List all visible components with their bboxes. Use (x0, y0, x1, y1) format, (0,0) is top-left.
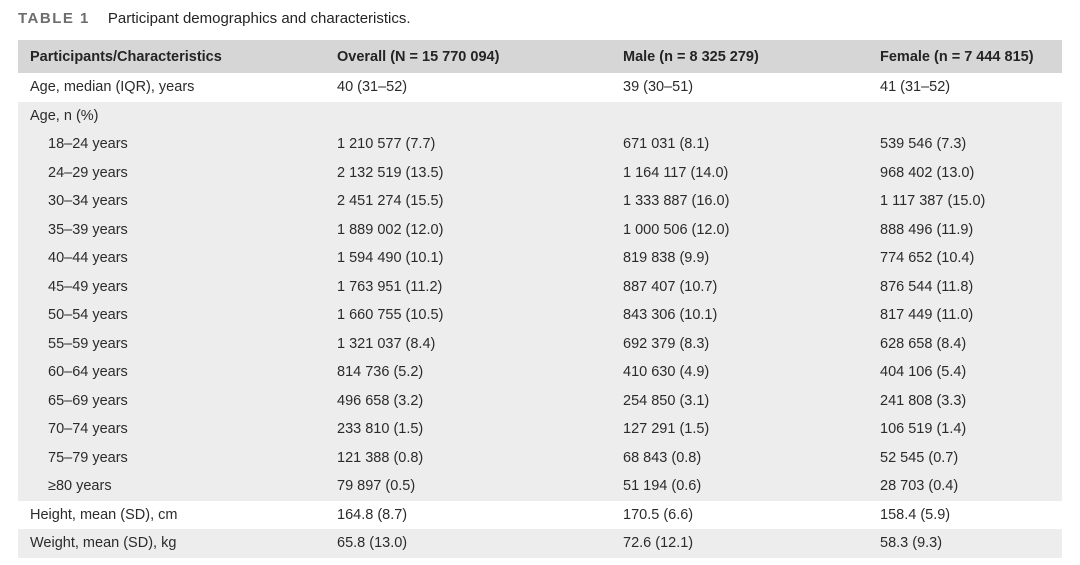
cell-value: 404 106 (5.4) (880, 364, 967, 381)
demographics-table: Participants/Characteristics Overall (N … (18, 40, 1062, 558)
cell-value: 887 407 (10.7) (623, 278, 718, 295)
cell-value: 52 545 (0.7) (880, 449, 959, 466)
table-row: 45–49 years 1 763 951 (11.2) 887 407 (10.7… (18, 272, 1062, 301)
table-row: Age, median (IQR), years 40 (31–52) 39 (30… (18, 73, 1062, 102)
cell-value: 164.8 (8.7) (337, 506, 408, 523)
cell-value: 233 810 (1.5) (337, 421, 424, 438)
cell-value: 254 850 (3.1) (623, 392, 710, 409)
header-row: Participants/Characteristics Overall (N … (18, 40, 1062, 73)
cell-value: 410 630 (4.9) (623, 364, 710, 381)
row-label: 45–49 years (48, 278, 128, 295)
cell-value: 1 210 577 (7.7) (337, 136, 436, 153)
cell-value: 628 658 (8.4) (880, 335, 967, 352)
table-row: 75–79 years 121 388 (0.8) 68 843 (0.8) 52 5… (18, 443, 1062, 472)
cell-value: 843 306 (10.1) (623, 307, 718, 324)
cell-value: 1 763 951 (11.2) (337, 278, 443, 295)
table-row: 18–24 years 1 210 577 (7.7) 671 031 (8.1) 5… (18, 130, 1062, 159)
cell-value (611, 102, 868, 131)
cell-value (868, 102, 1062, 131)
cell-value: 121 388 (0.8) (337, 449, 424, 466)
row-label: Height, mean (SD), cm (30, 506, 178, 523)
cell-value: 40 (31–52) (337, 79, 408, 96)
table-row: 35–39 years 1 889 002 (12.0) 1 000 506 (12… (18, 215, 1062, 244)
cell-value: 888 496 (11.9) (880, 221, 974, 238)
cell-value: 539 546 (7.3) (880, 136, 967, 153)
table-row: 50–54 years 1 660 755 (10.5) 843 306 (10.1… (18, 301, 1062, 330)
table-row: 24–29 years 2 132 519 (13.5) 1 164 117 (14… (18, 158, 1062, 187)
table-row: 55–59 years 1 321 037 (8.4) 692 379 (8.3) 6… (18, 329, 1062, 358)
cell-value: 28 703 (0.4) (880, 478, 959, 495)
row-label: 65–69 years (48, 392, 128, 409)
cell-value: 1 594 490 (10.1) (337, 250, 444, 267)
cell-value: 1 321 037 (8.4) (337, 335, 436, 352)
cell-value: 1 889 002 (12.0) (337, 221, 444, 238)
table-row: 60–64 years 814 736 (5.2) 410 630 (4.9) 404… (18, 358, 1062, 387)
cell-value: 1 660 755 (10.5) (337, 307, 444, 324)
cell-value: 817 449 (11.0) (880, 307, 974, 324)
table-row: 30–34 years 2 451 274 (15.5) 1 333 887 (16… (18, 187, 1062, 216)
column-header-participants: Participants/Characteristics (30, 48, 222, 65)
table-label: TABLE 1 (18, 10, 90, 27)
table-row: ≥80 years 79 897 (0.5) 51 194 (0.6) 28 703 … (18, 472, 1062, 501)
cell-value: 1 117 387 (15.0) (880, 193, 986, 210)
row-label: Weight, mean (SD), kg (30, 535, 177, 552)
row-label: 70–74 years (48, 421, 128, 438)
row-label: 60–64 years (48, 364, 128, 381)
cell-value: 106 519 (1.4) (880, 421, 967, 438)
row-label: 50–54 years (48, 307, 128, 324)
table-row: 40–44 years 1 594 490 (10.1) 819 838 (9.9)… (18, 244, 1062, 273)
table-caption: TABLE 1 Participant demographics and char… (0, 0, 1080, 29)
cell-value: 241 808 (3.3) (880, 392, 967, 409)
table-row: 65–69 years 496 658 (3.2) 254 850 (3.1) 241… (18, 386, 1062, 415)
table-row: Age, n (%) (18, 101, 1062, 131)
cell-value: 876 544 (11.8) (880, 278, 974, 295)
cell-value: 774 652 (10.4) (880, 250, 975, 267)
cell-value: 1 164 117 (14.0) (623, 164, 729, 181)
cell-value: 65.8 (13.0) (337, 535, 408, 552)
cell-value: 814 736 (5.2) (337, 364, 424, 381)
cell-value: 2 451 274 (15.5) (337, 193, 444, 210)
cell-value: 819 838 (9.9) (623, 250, 710, 267)
cell-value: 127 291 (1.5) (623, 421, 710, 438)
row-label: Age, n (%) (30, 107, 99, 124)
table-title: Participant demographics and characteris… (107, 10, 411, 27)
cell-value: 1 000 506 (12.0) (623, 221, 730, 238)
cell-value: 496 658 (3.2) (337, 392, 424, 409)
row-label: Age, median (IQR), years (30, 79, 195, 96)
cell-value: 58.3 (9.3) (880, 535, 943, 552)
row-label: 40–44 years (48, 250, 128, 267)
row-label: 24–29 years (48, 164, 128, 181)
cell-value: 1 333 887 (16.0) (623, 193, 730, 210)
table-body: Age, median (IQR), years 40 (31–52) 39 (30… (18, 73, 1062, 558)
cell-value: 79 897 (0.5) (337, 478, 416, 495)
row-label: 35–39 years (48, 221, 128, 238)
table-row: Height, mean (SD), cm 164.8 (8.7) 170.5 (6… (18, 500, 1062, 529)
table-row: Weight, mean (SD), kg 65.8 (13.0) 72.6 (12… (18, 529, 1062, 558)
cell-value (325, 102, 611, 131)
cell-value: 158.4 (5.9) (880, 506, 951, 523)
column-header-overall: Overall (N = 15 770 094) (337, 48, 500, 65)
row-label: 55–59 years (48, 335, 128, 352)
cell-value: 2 132 519 (13.5) (337, 164, 444, 181)
row-label: 75–79 years (48, 449, 128, 466)
table-row: 70–74 years 233 810 (1.5) 127 291 (1.5) 106… (18, 415, 1062, 444)
row-label: ≥80 years (48, 478, 112, 495)
cell-value: 968 402 (13.0) (880, 164, 975, 181)
cell-value: 41 (31–52) (880, 79, 951, 96)
row-label: 30–34 years (48, 193, 128, 210)
cell-value: 51 194 (0.6) (623, 478, 702, 495)
cell-value: 671 031 (8.1) (623, 136, 710, 153)
row-label: 18–24 years (48, 136, 128, 153)
cell-value: 72.6 (12.1) (623, 535, 694, 552)
cell-value: 170.5 (6.6) (623, 506, 694, 523)
column-header-male: Male (n = 8 325 279) (623, 48, 759, 65)
cell-value: 692 379 (8.3) (623, 335, 710, 352)
column-header-female: Female (n = 7 444 815) (880, 48, 1034, 65)
cell-value: 39 (30–51) (623, 79, 694, 96)
cell-value: 68 843 (0.8) (623, 449, 702, 466)
